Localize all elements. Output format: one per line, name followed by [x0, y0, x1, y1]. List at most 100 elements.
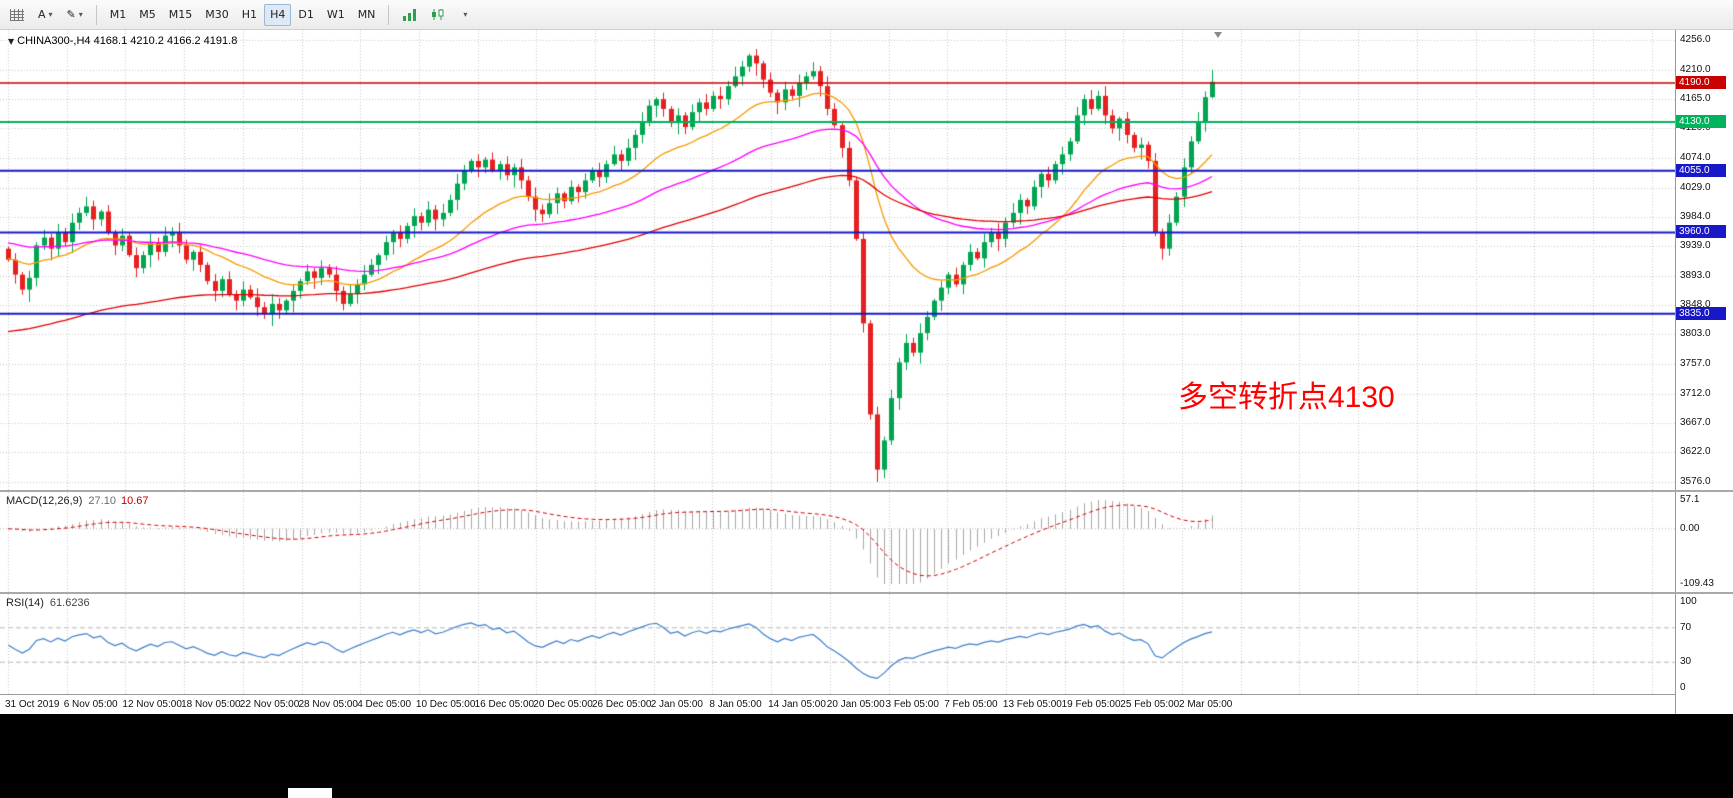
time-tick-label: 3 Feb 05:00 [885, 699, 939, 710]
price-chart-panel: ▼ CHINA300-,H4 4168.1 4210.2 4166.2 4191.… [0, 30, 1675, 490]
toolbar-separator [388, 4, 390, 25]
taskbar [0, 714, 1733, 798]
hline-price-tag: 3960.0 [1676, 225, 1726, 239]
time-tick-label: 19 Feb 05:00 [1061, 699, 1121, 710]
rsi-scale-label: 70 [1680, 621, 1692, 633]
timeframe-m5-button[interactable]: M5 [133, 4, 162, 26]
hline-price-tag: 4130.0 [1676, 114, 1726, 128]
price-tick-label: 3757.0 [1680, 358, 1711, 370]
timeframe-mn-button[interactable]: MN [352, 4, 382, 26]
time-tick-label: 22 Nov 05:00 [239, 699, 300, 710]
time-tick-label: 2 Mar 05:00 [1179, 699, 1233, 710]
candlestick-chart-icon [432, 9, 444, 20]
rsi-scale-label: 30 [1680, 656, 1692, 668]
time-tick-label: 12 Nov 05:00 [122, 699, 182, 710]
macd-main-value: 27.10 [88, 495, 116, 507]
macd-scale-label: 0.00 [1680, 522, 1700, 534]
price-tick-label: 3712.0 [1680, 387, 1711, 399]
timeframe-w1-button[interactable]: W1 [321, 4, 351, 26]
rsi-chart-canvas[interactable] [0, 594, 1675, 694]
macd-indicator-panel: MACD(12,26,9) 27.10 10.67 [0, 492, 1675, 592]
timeframe-m15-button[interactable]: M15 [163, 4, 199, 26]
chart-text-annotation[interactable]: 多空转折点4130 [1178, 381, 1395, 414]
time-tick-label: 10 Dec 05:00 [415, 699, 476, 710]
panel-splitter[interactable] [0, 592, 1733, 594]
timeframe-h1-button[interactable]: H1 [236, 4, 263, 26]
time-tick-label: 28 Nov 05:00 [298, 699, 359, 710]
rsi-indicator-panel: RSI(14) 61.6236 [0, 594, 1675, 694]
rsi-name: RSI(14) [6, 597, 44, 609]
macd-chart-canvas[interactable] [0, 492, 1675, 592]
windows-grid-button[interactable] [4, 4, 30, 26]
chevron-down-icon: ▾ [48, 10, 53, 19]
time-tick-label: 13 Feb 05:00 [1002, 699, 1062, 710]
macd-scale-label: -109.43 [1680, 578, 1714, 589]
time-tick-label: 4 Dec 05:00 [357, 699, 412, 710]
chart-type-dropdown-button[interactable]: ▾ [454, 4, 476, 26]
toolbar-separator [95, 4, 97, 25]
time-tick-label: 16 Dec 05:00 [474, 699, 535, 710]
grid-icon [10, 8, 24, 21]
price-tick-label: 4165.0 [1680, 93, 1711, 105]
time-tick-label: 2 Jan 05:00 [650, 699, 703, 710]
draw-tool-button[interactable]: ✎ ▾ [61, 4, 89, 26]
rsi-scale-label: 100 [1680, 596, 1697, 607]
text-tool-label: A [38, 8, 46, 21]
price-tick-label: 4074.0 [1680, 152, 1711, 164]
time-tick-label: 25 Feb 05:00 [1120, 699, 1180, 710]
time-tick-label: 20 Jan 05:00 [826, 699, 885, 710]
price-tick-label: 3622.0 [1680, 446, 1711, 458]
time-tick-label: 8 Jan 05:00 [709, 699, 762, 710]
window-tab[interactable] [288, 788, 332, 798]
chevron-down-icon: ▾ [463, 10, 468, 19]
hline-price-tag: 4190.0 [1676, 75, 1726, 89]
time-tick-label: 20 Dec 05:00 [533, 699, 593, 710]
rsi-label: RSI(14) 61.6236 [6, 597, 90, 609]
macd-scale-label: 57.1 [1680, 494, 1700, 505]
rsi-scale-label: 0 [1680, 682, 1686, 693]
price-tick-label: 4210.0 [1680, 63, 1711, 75]
hline-price-tag: 4055.0 [1676, 163, 1726, 177]
panel-splitter[interactable] [0, 490, 1733, 492]
time-tick-label: 18 Nov 05:00 [181, 699, 241, 710]
hline-price-tag: 3835.0 [1676, 306, 1726, 320]
price-scale[interactable]: 4256.0 4210.0 4165.0 4120.0 4074.0 4029.0 3984… [1675, 30, 1733, 714]
chart-ohlc-text: CHINA300-,H4 4168.1 4210.2 4166.2 4191.8 [17, 35, 238, 47]
macd-label: MACD(12,26,9) 27.10 10.67 [6, 495, 148, 507]
time-tick-label: 7 Feb 05:00 [944, 699, 998, 710]
price-tick-label: 3667.0 [1680, 416, 1711, 428]
price-tick-label: 4029.0 [1680, 181, 1711, 193]
text-tool-button[interactable]: A ▾ [32, 4, 59, 26]
bar-chart-icon [403, 9, 417, 21]
timeframe-m1-button[interactable]: M1 [104, 4, 133, 26]
rsi-value: 61.6236 [49, 597, 90, 609]
price-tick-label: 4120.0 [1680, 122, 1711, 134]
candlestick-chart-button[interactable] [425, 4, 452, 26]
price-tick-label: 3984.0 [1680, 210, 1711, 222]
bar-chart-button[interactable] [396, 4, 423, 26]
time-tick-label: 6 Nov 05:00 [63, 699, 118, 710]
timeframe-d1-button[interactable]: D1 [292, 4, 319, 26]
price-tick-label: 3803.0 [1680, 328, 1711, 340]
time-tick-label: 14 Jan 05:00 [768, 699, 826, 710]
macd-name: MACD(12,26,9) [6, 495, 83, 507]
price-tick-label: 3576.0 [1680, 476, 1711, 487]
price-tick-label: 3893.0 [1680, 269, 1711, 281]
time-tick-label: 31 Oct 2019 [5, 699, 60, 710]
price-tick-label: 3848.0 [1680, 299, 1711, 311]
toolbar: A ▾ ✎ ▾ M1 M5 M15 M30 H1 H4 D1 W1 MN ▾ [0, 0, 1733, 30]
price-chart-canvas[interactable] [0, 30, 1675, 490]
pencil-icon: ✎ [66, 8, 76, 21]
time-axis[interactable]: 31 Oct 2019 6 Nov 05:00 12 Nov 05:00 18 Nov… [0, 694, 1675, 714]
price-tick-label: 3939.0 [1680, 240, 1711, 252]
macd-signal-value: 10.67 [120, 495, 149, 507]
chart-shift-marker-icon[interactable] [1214, 32, 1222, 38]
timeframe-h4-button[interactable]: H4 [264, 3, 292, 26]
chevron-down-icon: ▾ [78, 10, 83, 19]
chart-title-caret-icon[interactable]: ▼ [8, 37, 15, 46]
timeframe-button-group: M1 M5 M15 M30 H1 H4 D1 W1 MN [104, 3, 382, 26]
time-tick-label: 26 Dec 05:00 [592, 699, 652, 710]
timeframe-m30-button[interactable]: M30 [199, 4, 235, 26]
price-tick-label: 4256.0 [1680, 34, 1711, 45]
